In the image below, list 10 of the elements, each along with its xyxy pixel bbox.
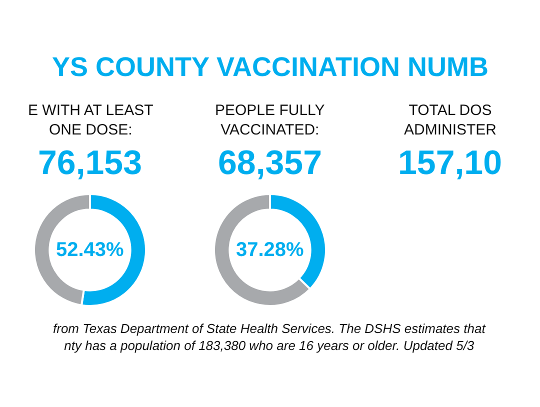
chart-subtitle: E WITH AT LEAST ONE DOSE: [28, 102, 154, 138]
text: YS COUNTY VACCINATION NUMB [52, 52, 489, 82]
text: 68,357 [218, 144, 322, 182]
chart-subtitle: PEOPLE FULLY VACCINATED: [215, 102, 325, 138]
text: TOTAL DOS ADMINISTER [404, 102, 497, 138]
text: 52.43% [56, 239, 124, 261]
text: 37.28% [236, 239, 304, 261]
text: 76,153 [38, 144, 142, 182]
text: from Texas Department of State Health Services. The DSHS estimates that nty has a population of 183,380 who are 16 years or older. Updated 5/3 [53, 321, 487, 353]
text: 157,10 [398, 144, 502, 182]
